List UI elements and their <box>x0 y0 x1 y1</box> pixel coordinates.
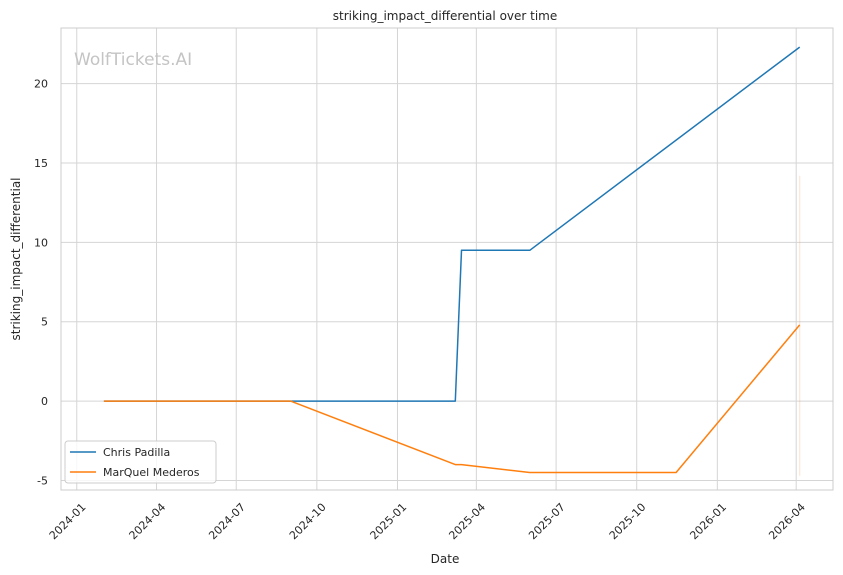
series-layer <box>103 46 801 474</box>
x-axis-label: Date <box>431 552 460 566</box>
y-tick-label: 5 <box>41 316 48 329</box>
series-line <box>103 324 801 474</box>
y-tick-label: 15 <box>34 157 48 170</box>
legend-label: Chris Padilla <box>103 446 170 459</box>
y-tick-label: 10 <box>34 236 48 249</box>
legend-label: MarQuel Mederos <box>103 466 200 479</box>
y-tick-label: 0 <box>41 395 48 408</box>
legend-box <box>64 440 217 484</box>
y-axis-label: striking_impact_differential <box>9 177 23 340</box>
legend: Chris Padilla MarQuel Mederos <box>64 440 217 484</box>
y-tick-labels: -5 0 5 10 15 20 <box>34 78 48 488</box>
watermark: WolfTickets.AI <box>74 50 192 70</box>
y-tick-label: 20 <box>34 78 48 91</box>
plot-frame <box>60 27 834 491</box>
chart-title: striking_impact_differential over time <box>333 9 558 23</box>
y-tick-label: -5 <box>37 474 48 487</box>
